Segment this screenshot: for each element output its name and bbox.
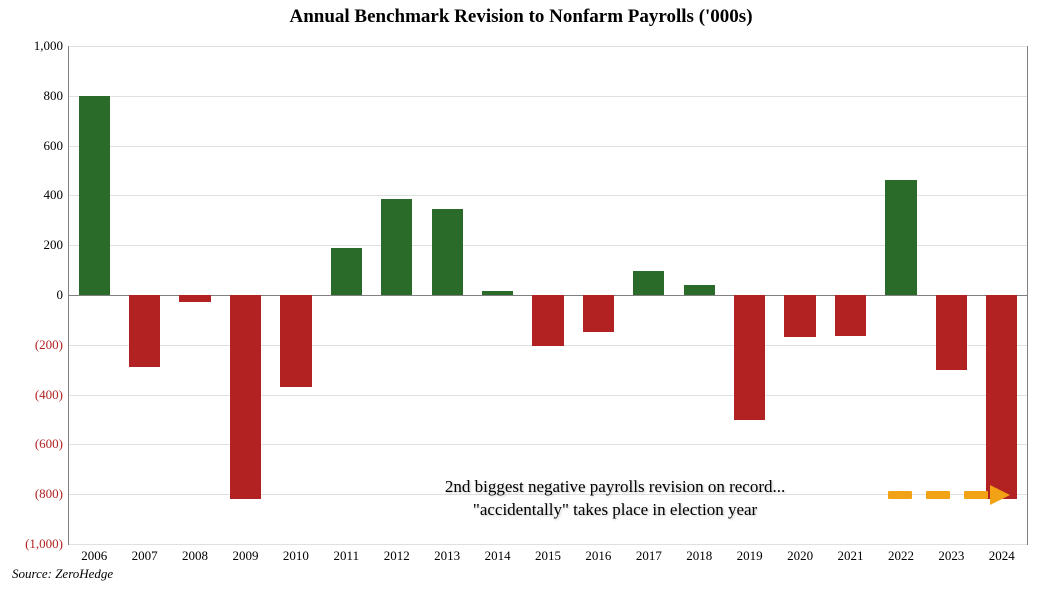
x-tick-label: 2018	[686, 544, 712, 564]
x-tick-label: 2024	[989, 544, 1015, 564]
gridline	[69, 195, 1027, 196]
y-tick-label: (800)	[35, 486, 69, 502]
x-tick-label: 2008	[182, 544, 208, 564]
x-tick-label: 2012	[384, 544, 410, 564]
arrow-dash	[888, 491, 912, 499]
y-tick-label: (400)	[35, 387, 69, 403]
y-tick-label: 600	[44, 138, 70, 154]
bar	[432, 209, 463, 295]
y-tick-label: 400	[44, 187, 70, 203]
annotation-text: 2nd biggest negative payrolls revision o…	[445, 476, 785, 522]
bar	[79, 96, 110, 295]
x-tick-label: 2017	[636, 544, 662, 564]
bar	[784, 295, 815, 337]
bar	[532, 295, 563, 346]
x-tick-label: 2015	[535, 544, 561, 564]
bar	[835, 295, 866, 336]
chart-container: Annual Benchmark Revision to Nonfarm Pay…	[0, 0, 1042, 599]
bar	[179, 295, 210, 302]
bar	[381, 199, 412, 295]
gridline	[69, 444, 1027, 445]
x-tick-label: 2006	[81, 544, 107, 564]
y-tick-label: (600)	[35, 436, 69, 452]
x-tick-label: 2021	[838, 544, 864, 564]
y-tick-label: (200)	[35, 337, 69, 353]
gridline	[69, 46, 1027, 47]
y-tick-label: 200	[44, 237, 70, 253]
arrow-dash	[926, 491, 950, 499]
bar	[583, 295, 614, 332]
bar	[331, 248, 362, 295]
y-tick-label: 0	[57, 287, 70, 303]
arrow-head-icon	[990, 485, 1010, 505]
x-tick-label: 2020	[787, 544, 813, 564]
bar	[734, 295, 765, 420]
y-tick-label: (1,000)	[25, 536, 69, 552]
plot-area: (1,000)(800)(600)(400)(200)0200400600800…	[68, 46, 1028, 545]
bar	[633, 271, 664, 295]
bar	[280, 295, 311, 387]
annotation-line2: "accidentally" takes place in election y…	[473, 500, 757, 519]
x-tick-label: 2019	[737, 544, 763, 564]
y-tick-label: 1,000	[34, 38, 69, 54]
bar	[230, 295, 261, 499]
x-tick-label: 2011	[334, 544, 360, 564]
bar	[885, 180, 916, 295]
bar	[482, 291, 513, 295]
chart-title: Annual Benchmark Revision to Nonfarm Pay…	[0, 6, 1042, 28]
bar	[684, 285, 715, 295]
gridline	[69, 245, 1027, 246]
bar	[986, 295, 1017, 499]
x-tick-label: 2023	[938, 544, 964, 564]
gridline	[69, 96, 1027, 97]
x-tick-label: 2009	[232, 544, 258, 564]
gridline	[69, 146, 1027, 147]
x-tick-label: 2014	[485, 544, 511, 564]
bar	[936, 295, 967, 370]
source-text: Source: ZeroHedge	[12, 566, 113, 582]
arrow-dash	[964, 491, 988, 499]
x-tick-label: 2022	[888, 544, 914, 564]
y-tick-label: 800	[44, 88, 70, 104]
bar	[129, 295, 160, 367]
x-tick-label: 2013	[434, 544, 460, 564]
annotation-line1: 2nd biggest negative payrolls revision o…	[445, 477, 785, 496]
gridline	[69, 395, 1027, 396]
x-tick-label: 2007	[132, 544, 158, 564]
x-tick-label: 2016	[585, 544, 611, 564]
x-tick-label: 2010	[283, 544, 309, 564]
